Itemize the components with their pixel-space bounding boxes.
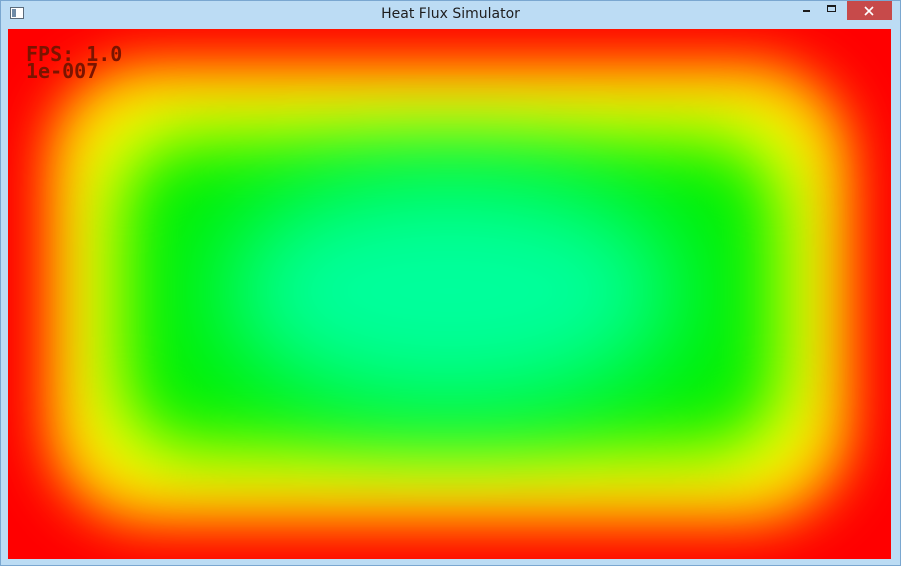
maximize-button[interactable] xyxy=(822,1,842,20)
title-bar[interactable]: Heat Flux Simulator xyxy=(1,1,900,28)
close-button[interactable] xyxy=(847,1,892,20)
minimize-button[interactable] xyxy=(796,1,816,20)
fps-readout: FPS: 1.0 xyxy=(26,42,123,66)
stats-overlay: FPS: 1.0 1e-007 xyxy=(26,42,123,83)
window-title: Heat Flux Simulator xyxy=(381,6,520,22)
heat-map-canvas[interactable]: FPS: 1.0 1e-007 xyxy=(8,29,891,559)
app-window-icon[interactable] xyxy=(10,7,24,19)
heat-map-svg xyxy=(8,29,891,559)
close-icon xyxy=(864,6,874,16)
maximize-icon xyxy=(827,5,836,12)
minimize-icon xyxy=(803,10,810,12)
cool-core xyxy=(220,171,680,411)
value-readout: 1e-007 xyxy=(26,59,99,83)
